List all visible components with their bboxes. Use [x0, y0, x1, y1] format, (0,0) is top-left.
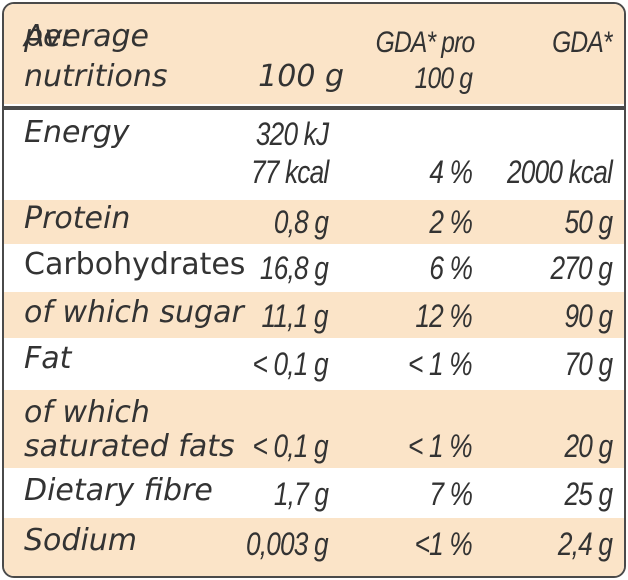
per100-value: 16,8 g [259, 250, 329, 286]
per100-value: 0,8 g [273, 204, 329, 240]
header-per-label: per [24, 19, 74, 54]
gda-percent: <1 % [414, 526, 473, 562]
nutrient-name: Sodium [24, 523, 138, 558]
per100-value-kj: 320 kJ [255, 116, 329, 152]
table-row: of which sugar 11,1 g 12 % 90 g [4, 292, 624, 340]
header-nutrition-label-2: nutritions [24, 59, 168, 94]
gda-percent: 2 % [429, 204, 473, 240]
gda-percent: < 1 % [408, 428, 473, 464]
gda-percent: 12 % [415, 298, 472, 334]
nutrient-name: Protein [24, 201, 131, 236]
header-per-amount: 100 g [258, 59, 344, 94]
per100-value: 1,7 g [273, 476, 329, 512]
gda-value: 2000 kcal [507, 154, 613, 190]
table-header: Average nutritions per 100 g GDA* pro 10… [4, 4, 624, 106]
nutrient-name: Fat [24, 341, 72, 376]
gda-value: 70 g [564, 346, 613, 382]
nutrient-name: Energy [24, 115, 130, 150]
table-row: Protein 0,8 g 2 % 50 g [4, 200, 624, 246]
header-divider [4, 106, 624, 110]
gda-value: 2,4 g [557, 526, 613, 562]
nutrient-name: Dietary fibre [24, 473, 213, 508]
per100-value-kcal: 77 kcal [250, 154, 329, 190]
gda-value: 50 g [564, 204, 613, 240]
nutrient-name-line1: of which [24, 395, 150, 430]
table-row: Fat < 0,1 g < 1 % 70 g [4, 340, 624, 390]
gda-percent: 4 % [429, 154, 473, 190]
gda-percent: 6 % [429, 250, 473, 286]
gda-value: 20 g [564, 428, 613, 464]
nutrient-name: Carbohydrates [24, 247, 246, 282]
table-row: of which saturated fats < 0,1 g < 1 % 20… [4, 390, 624, 470]
table-row: Energy 320 kJ 77 kcal 4 % 2000 kcal [4, 110, 624, 200]
header-gda-label: GDA* [552, 26, 612, 59]
header-gda-pro-amount: 100 g [414, 62, 473, 95]
per100-value: 11,1 g [261, 298, 329, 334]
per100-value: < 0,1 g [252, 346, 329, 382]
per100-value: < 0,1 g [252, 428, 329, 464]
per100-value: 0,003 g [246, 526, 329, 562]
gda-percent: < 1 % [408, 346, 473, 382]
nutrient-name: of which sugar [24, 295, 244, 330]
gda-percent: 7 % [429, 476, 473, 512]
header-nutrition-label-1: Average [24, 19, 149, 54]
table-row: Dietary fibre 1,7 g 7 % 25 g [4, 470, 624, 518]
table-row: Carbohydrates 16,8 g 6 % 270 g [4, 246, 624, 292]
table-row: Sodium 0,003 g <1 % 2,4 g [4, 518, 624, 576]
gda-value: 25 g [564, 476, 613, 512]
header-gda-pro-label: GDA* pro [375, 26, 475, 59]
gda-value: 270 g [550, 250, 612, 286]
gda-value: 90 g [564, 298, 613, 334]
nutrient-name-line2: saturated fats [24, 429, 235, 464]
